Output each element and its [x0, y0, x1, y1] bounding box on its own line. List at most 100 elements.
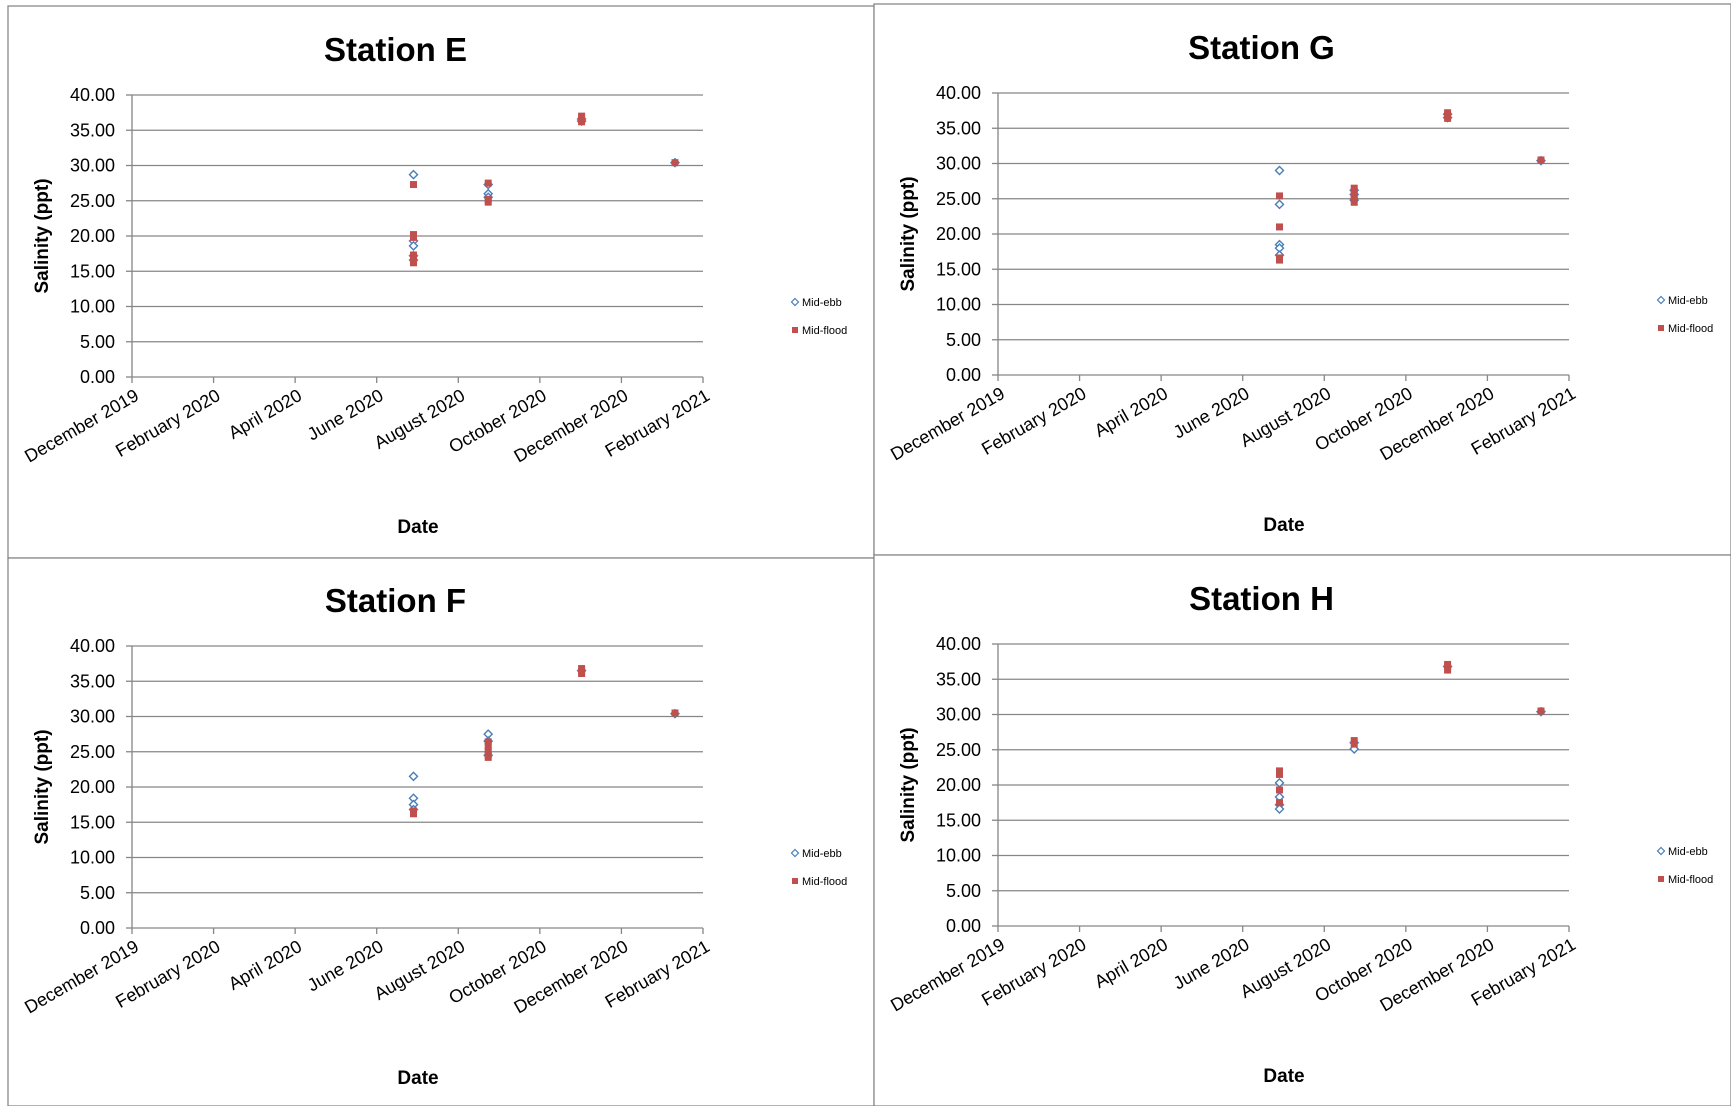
panel-frame — [873, 3, 1731, 556]
y-tick-label: 5.00 — [946, 330, 981, 350]
y-tick-label: 10.00 — [936, 295, 981, 315]
legend-marker-mid-flood — [792, 878, 798, 884]
legend-marker-mid-ebb — [1656, 846, 1666, 856]
data-point-mid-ebb — [408, 771, 419, 782]
y-axis-title: Salinity (ppt) — [32, 729, 53, 844]
data-point-mid-flood — [1275, 256, 1283, 264]
data-point-mid-flood — [1350, 184, 1358, 192]
data-point-mid-flood — [1275, 770, 1283, 778]
legend-label: Mid-ebb — [802, 297, 842, 309]
legend-marker-mid-flood — [1658, 876, 1664, 882]
data-point-mid-flood — [1350, 198, 1358, 206]
data-point-mid-flood — [578, 118, 586, 126]
data-point-mid-flood — [578, 669, 586, 677]
data-point-mid-flood — [484, 747, 492, 755]
x-axis-title: Date — [1263, 1066, 1304, 1087]
legend-label: Mid-ebb — [1668, 295, 1708, 307]
chart-panel-station-e: Station E 0.00 5.00 10.00 15.00 20.00 25.00 30.… — [7, 5, 875, 559]
data-point-mid-flood — [409, 251, 417, 259]
data-point-mid-flood — [1275, 767, 1283, 775]
data-point-mid-flood — [1275, 786, 1283, 794]
y-tick-label: 5.00 — [80, 883, 115, 903]
data-point-mid-flood — [1350, 737, 1358, 745]
y-tick-label: 40.00 — [936, 634, 981, 654]
y-tick-label: 20.00 — [936, 224, 981, 244]
x-axis-title: Date — [397, 517, 438, 538]
y-tick-label: 20.00 — [70, 777, 115, 797]
data-point-mid-flood — [671, 159, 679, 167]
data-point-mid-flood — [1275, 192, 1283, 200]
data-point-mid-ebb — [1274, 803, 1285, 814]
data-point-mid-flood — [484, 738, 492, 746]
y-tick-label: 0.00 — [80, 918, 115, 938]
data-point-mid-flood — [1275, 223, 1283, 231]
data-point-mid-flood — [1350, 740, 1358, 748]
data-point-mid-flood — [1350, 195, 1358, 203]
chart-title: Station E — [324, 31, 467, 68]
y-tick-label: 25.00 — [936, 740, 981, 760]
y-tick-label: 15.00 — [936, 259, 981, 279]
y-tick-label: 10.00 — [70, 848, 115, 868]
y-tick-label: 5.00 — [946, 881, 981, 901]
legend-label: Mid-flood — [1668, 323, 1713, 335]
y-tick-label: 40.00 — [70, 85, 115, 105]
y-axis-title: Salinity (ppt) — [898, 176, 919, 291]
legend-marker-mid-flood — [792, 327, 798, 333]
legend-label: Mid-flood — [1668, 874, 1713, 886]
y-tick-label: 25.00 — [70, 742, 115, 762]
chart-panel-station-g: Station G 0.00 5.00 10.00 15.00 20.00 25.00 30.… — [873, 3, 1731, 556]
y-tick-label: 35.00 — [936, 118, 981, 138]
data-point-mid-flood — [409, 181, 417, 189]
data-point-mid-flood — [1537, 707, 1545, 715]
data-point-mid-flood — [484, 742, 492, 750]
y-tick-label: 30.00 — [70, 707, 115, 727]
legend-label: Mid-flood — [802, 876, 847, 888]
y-tick-label: 15.00 — [936, 810, 981, 830]
data-point-mid-flood — [1275, 799, 1283, 807]
y-tick-label: 35.00 — [70, 671, 115, 691]
legend-marker-mid-ebb — [790, 848, 800, 858]
y-tick-label: 10.00 — [936, 846, 981, 866]
data-point-mid-flood — [409, 810, 417, 818]
chart-panel-station-h: Station H 0.00 5.00 10.00 15.00 20.00 25.00 30.… — [873, 554, 1731, 1106]
x-axis-title: Date — [1263, 515, 1304, 536]
panel-frame — [873, 554, 1731, 1106]
y-tick-label: 30.00 — [936, 705, 981, 725]
data-point-mid-flood — [1350, 188, 1358, 196]
data-point-mid-ebb — [408, 169, 419, 180]
legend-label: Mid-ebb — [1668, 846, 1708, 858]
data-point-mid-flood — [409, 233, 417, 241]
y-tick-label: 35.00 — [936, 669, 981, 689]
data-point-mid-flood — [484, 198, 492, 206]
data-point-mid-flood — [671, 709, 679, 717]
panel-frame — [7, 557, 875, 1106]
y-tick-label: 10.00 — [70, 297, 115, 317]
legend-marker-mid-flood — [1658, 325, 1664, 331]
data-point-mid-flood — [1537, 156, 1545, 164]
y-tick-label: 15.00 — [70, 812, 115, 832]
y-tick-label: 20.00 — [70, 226, 115, 246]
y-tick-label: 35.00 — [70, 120, 115, 140]
y-tick-label: 20.00 — [936, 775, 981, 795]
y-tick-label: 40.00 — [936, 83, 981, 103]
y-tick-label: 15.00 — [70, 261, 115, 281]
data-point-mid-flood — [1444, 114, 1452, 122]
legend-marker-mid-ebb — [1656, 295, 1666, 305]
chart-panel-station-f: Station F 0.00 5.00 10.00 15.00 20.00 25.00 30.… — [7, 557, 875, 1106]
y-tick-label: 5.00 — [80, 332, 115, 352]
chart-title: Station G — [1188, 29, 1335, 66]
chart-title: Station H — [1189, 580, 1334, 617]
data-point-mid-flood — [484, 753, 492, 761]
data-point-mid-ebb — [408, 240, 419, 251]
y-tick-label: 0.00 — [946, 916, 981, 936]
y-tick-label: 25.00 — [936, 189, 981, 209]
legend-label: Mid-flood — [802, 325, 847, 337]
y-axis-title: Salinity (ppt) — [898, 727, 919, 842]
y-tick-label: 30.00 — [70, 156, 115, 176]
y-tick-label: 0.00 — [946, 365, 981, 385]
legend-marker-mid-ebb — [790, 297, 800, 307]
panel-frame — [7, 5, 875, 559]
y-tick-label: 0.00 — [80, 367, 115, 387]
y-tick-label: 40.00 — [70, 636, 115, 656]
